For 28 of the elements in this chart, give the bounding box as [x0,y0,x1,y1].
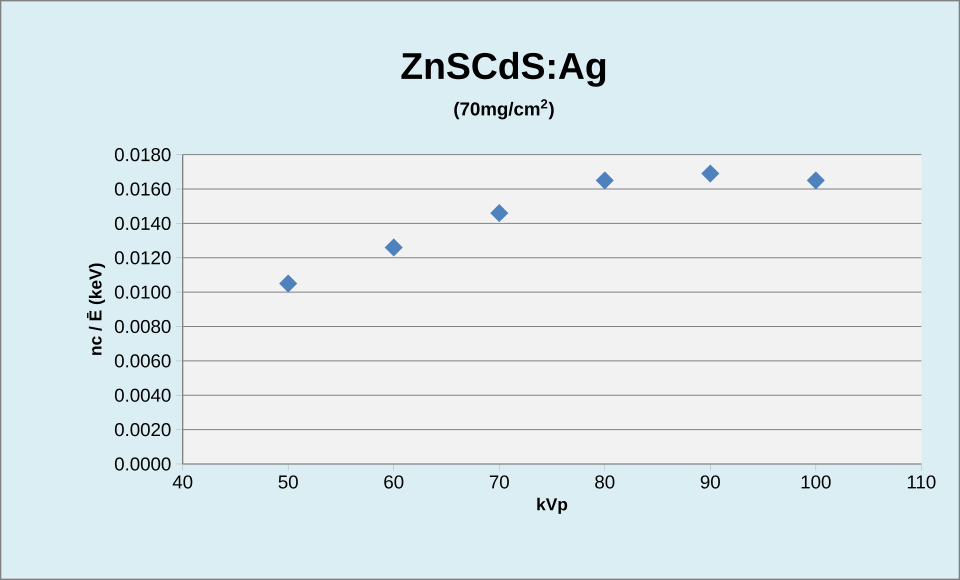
y-tick-label: 0.0020 [114,422,171,436]
x-tick-label: 90 [700,475,720,489]
y-tick-label: 0.0060 [114,354,171,368]
x-tick-label: 70 [490,475,509,489]
point [279,274,298,292]
x-tick-label: 50 [278,475,298,489]
y-tick-label: 0.0180 [114,148,171,162]
x-tick-label: 100 [802,475,831,489]
y-axis-title: nc / Ē (keV) [87,263,106,355]
y-tick-label: 0.0100 [114,286,171,299]
x-tick-label: 110 [908,475,936,489]
x-tick-label: 40 [172,475,192,489]
point [384,238,403,256]
y-tick-label: 0.0140 [114,216,171,230]
point [701,164,720,182]
x-tick-label: 60 [384,475,404,489]
chart-title: ZnSCdS:Ag [401,52,606,87]
point [490,204,508,222]
x-tick-label: 80 [595,475,614,489]
y-tick-label: 0.0000 [114,457,171,471]
y-tick-label: 0.0040 [114,388,171,402]
x-axis-title: kVp [537,498,568,514]
point [596,171,614,190]
y-tick-label: 0.0080 [114,320,171,334]
point [806,171,825,190]
y-tick-label: 0.0160 [114,182,171,196]
y-tick-label: 0.0120 [114,251,171,264]
chart-subtitle: (70mg/cm$^{2}$) [454,99,554,120]
